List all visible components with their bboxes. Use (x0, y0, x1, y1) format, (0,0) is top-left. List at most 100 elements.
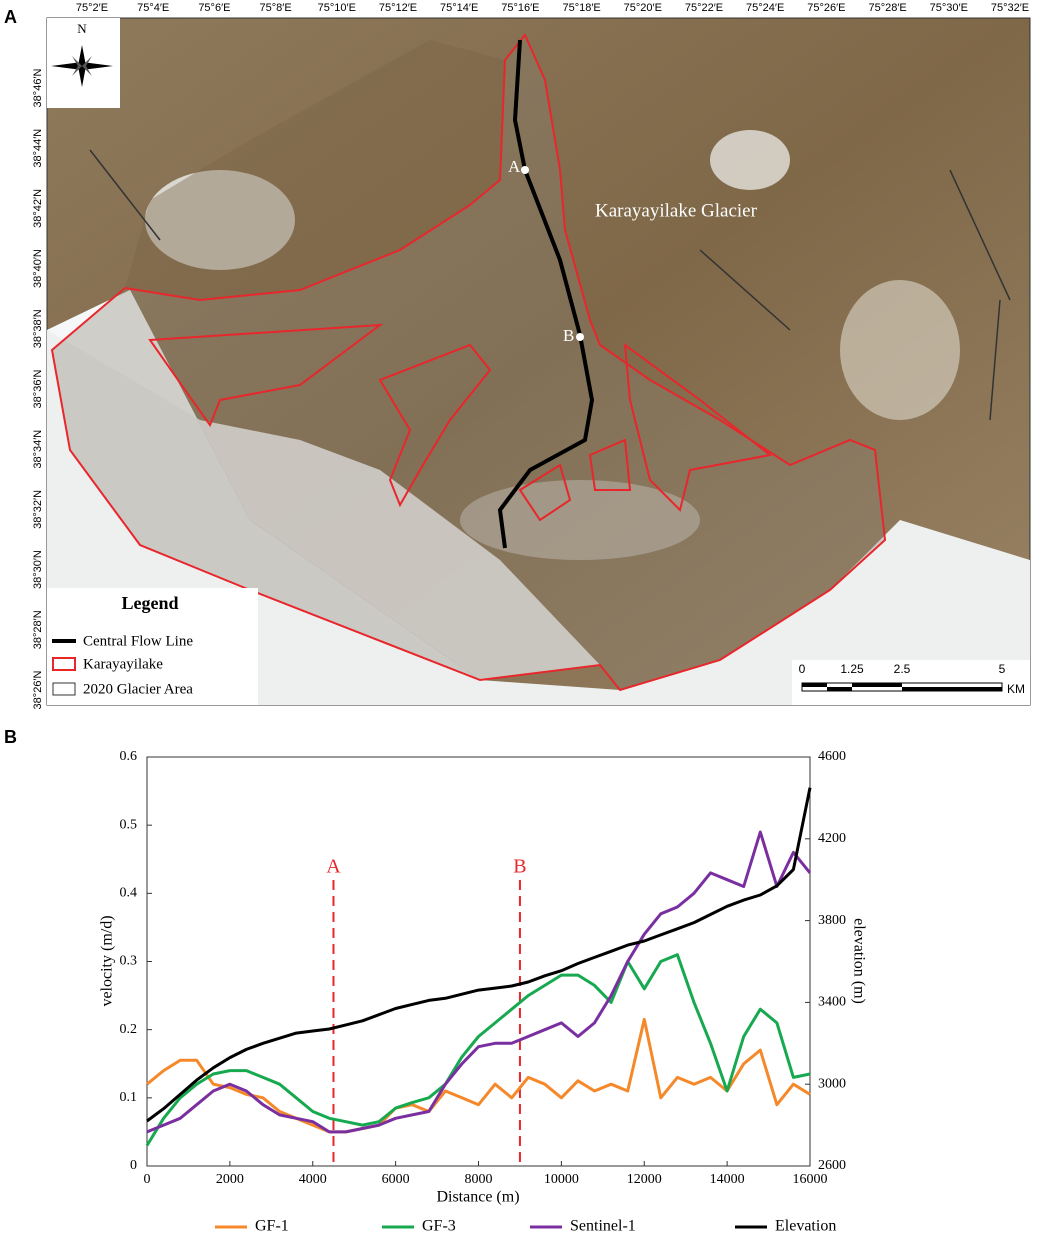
panel-label: A (4, 7, 17, 27)
snow (145, 170, 295, 270)
panel-label: B (4, 727, 17, 747)
glacier-outline (518, 438, 632, 522)
scale-bar (802, 683, 827, 687)
lat-label: 38°30′N (32, 550, 44, 589)
scale-bar (852, 683, 902, 687)
point-marker (576, 333, 584, 341)
map: A B Karayayilake Glacier N Legend Centra… (46, 17, 1031, 706)
lon-label: 75°30′E (930, 2, 968, 14)
glacier-outline (148, 323, 384, 428)
x-tick-label: 4000 (299, 1172, 327, 1187)
lon-label: 75°4′E (137, 2, 169, 14)
x-tick-label: 8000 (465, 1172, 493, 1187)
y-tick-label: 0.1 (120, 1090, 138, 1105)
glacier-outline (50, 33, 887, 692)
scale-label: 0 (799, 662, 806, 676)
north-label: N (77, 21, 87, 36)
legend-item: Central Flow Line (83, 633, 193, 649)
y2-tick-label: 4600 (818, 749, 846, 764)
scale-bar (902, 687, 1002, 691)
lat-label: 38°32′N (32, 490, 44, 529)
annotation-label: A (326, 856, 341, 878)
x-tick-label: 0 (144, 1172, 151, 1187)
lat-label: 38°26′N (32, 671, 44, 710)
snow (47, 290, 600, 680)
glacier-name: Karayayilake Glacier (595, 200, 758, 221)
lat-label: 38°46′N (32, 69, 44, 108)
snow (840, 280, 960, 420)
x-tick-label: 2000 (216, 1172, 244, 1187)
point-label: A (508, 157, 521, 176)
scale-label: 1.25 (840, 662, 864, 676)
lon-label: 75°10′E (318, 2, 356, 14)
series-line (146, 1017, 811, 1134)
legend-item: 2020 Glacier Area (83, 681, 193, 697)
x-tick-label: 14000 (710, 1172, 745, 1187)
legend-item: Elevation (775, 1218, 836, 1235)
scale-label: 2.5 (894, 662, 911, 676)
chart: Distance (m) velocity (m/d) elevation (m… (99, 749, 868, 1234)
lon-label: 75°28′E (868, 2, 906, 14)
legend-item: Karayayilake (83, 656, 163, 672)
annotation-label: B (513, 856, 526, 878)
y-tick-label: 0.2 (120, 1022, 138, 1037)
glacier-area-outline (89, 149, 1011, 421)
point-label: B (563, 326, 574, 345)
y-tick-label: 0.6 (120, 749, 138, 764)
x-tick-label: 6000 (382, 1172, 410, 1187)
y-tick-label: 0.5 (120, 817, 138, 832)
lon-label: 75°18′E (562, 2, 600, 14)
series-line (145, 953, 811, 1147)
legend-swatch (52, 682, 76, 696)
lat-label: 38°28′N (32, 610, 44, 649)
x-tick-label: 12000 (627, 1172, 662, 1187)
glacier-outline (623, 342, 773, 512)
series-line (146, 830, 812, 1134)
lon-label: 75°2′E (76, 2, 108, 14)
compass (72, 56, 92, 76)
lon-label: 75°8′E (260, 2, 292, 14)
legend-title: Legend (121, 593, 178, 613)
lat-label: 38°42′N (32, 189, 44, 228)
flow-line (497, 39, 595, 549)
x-axis-label: Distance (m) (436, 1189, 519, 1206)
lat-label: 38°40′N (32, 249, 44, 288)
y2-axis-label: elevation (m) (850, 918, 867, 1004)
x-tick-label: 10000 (544, 1172, 579, 1187)
y2-tick-label: 4200 (818, 831, 846, 846)
snow (47, 290, 1030, 705)
legend-item: GF-1 (255, 1218, 289, 1235)
lon-label: 75°14′E (440, 2, 478, 14)
lat-label: 38°38′N (32, 309, 44, 348)
lat-label: 38°36′N (32, 370, 44, 409)
terrain (125, 40, 505, 300)
x-tick-label: 16000 (793, 1172, 828, 1187)
lon-label: 75°6′E (198, 2, 230, 14)
scale-bar (827, 687, 852, 691)
scale-unit: KM (1007, 682, 1025, 696)
y-axis-label: velocity (m/d) (99, 915, 116, 1006)
lon-label: 75°26′E (807, 2, 845, 14)
legend-item: GF-3 (422, 1218, 456, 1235)
lon-label: 75°16′E (501, 2, 539, 14)
legend-swatch (52, 657, 76, 671)
lat-label: 38°44′N (32, 129, 44, 168)
y-tick-label: 0.4 (120, 886, 138, 901)
legend-item: Sentinel-1 (570, 1218, 636, 1235)
lon-label: 75°12′E (379, 2, 417, 14)
lon-label: 75°32′E (991, 2, 1029, 14)
lon-label: 75°22′E (685, 2, 723, 14)
y-tick-label: 0 (130, 1158, 137, 1173)
lon-label: 75°20′E (624, 2, 662, 14)
y2-tick-label: 3800 (818, 913, 846, 928)
y2-tick-label: 2600 (818, 1158, 846, 1173)
point-marker (521, 166, 529, 174)
series-line (146, 787, 812, 1123)
scale-label: 5 (999, 662, 1006, 676)
glacier-outline (378, 343, 492, 508)
lon-label: 75°24′E (746, 2, 784, 14)
lat-label: 38°34′N (32, 430, 44, 469)
y2-tick-label: 3000 (818, 1076, 846, 1091)
